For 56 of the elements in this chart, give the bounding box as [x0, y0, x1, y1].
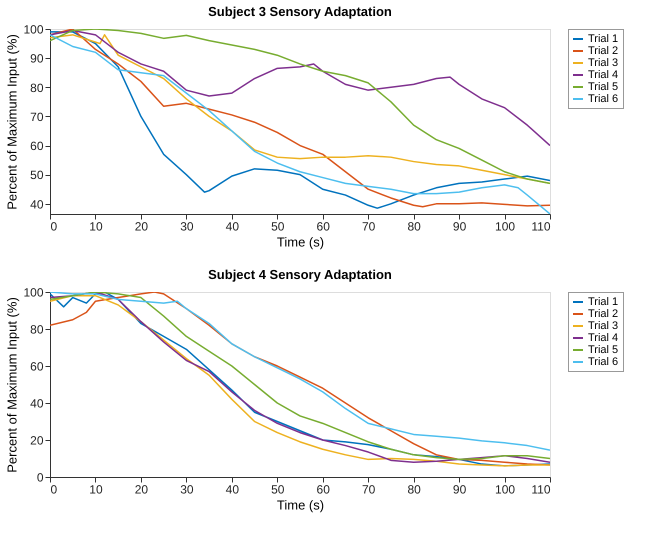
- x-tick-label: 40: [226, 482, 240, 496]
- legend-label: Trial 6: [588, 356, 618, 368]
- chart-title: Subject 4 Sensory Adaptation: [208, 267, 392, 282]
- y-tick-label: 70: [30, 110, 44, 124]
- x-tick-label: 50: [271, 482, 285, 496]
- x-tick-label: 90: [452, 482, 467, 496]
- legend-label: Trial 5: [588, 81, 618, 93]
- y-tick-label: 100: [23, 22, 44, 36]
- x-tick-label: 20: [134, 482, 148, 496]
- y-tick-label: 40: [30, 197, 44, 212]
- x-tick-label: 100: [495, 220, 516, 234]
- x-tick-label: 30: [180, 482, 194, 496]
- x-tick-label: 10: [89, 220, 103, 234]
- x-tick-label: 80: [407, 220, 422, 234]
- legend-label: Trial 2: [588, 308, 618, 320]
- x-axis-title: Time (s): [276, 234, 324, 250]
- y-tick-label: 80: [30, 80, 44, 95]
- x-tick-label: 40: [226, 220, 240, 234]
- x-tick-label: 60: [316, 482, 330, 496]
- x-tick-label: 10: [89, 482, 103, 496]
- x-tick-label: 30: [180, 220, 194, 234]
- y-axis-title: Percent of Maximum Input (%): [4, 297, 20, 473]
- y-tick-label: 50: [30, 168, 44, 182]
- legend-label: Trial 3: [588, 320, 618, 332]
- legend-label: Trial 2: [588, 45, 618, 57]
- x-tick-label: 90: [452, 220, 467, 234]
- x-tick-label: 110: [531, 220, 551, 234]
- x-axis-title: Time (s): [276, 498, 324, 512]
- x-tick-label: 20: [134, 220, 148, 234]
- legend-label: Trial 1: [588, 33, 618, 45]
- x-tick-label: 80: [407, 482, 422, 496]
- legend-label: Trial 4: [588, 69, 618, 81]
- x-tick-label: 100: [495, 482, 516, 496]
- line-series: [50, 30, 550, 146]
- chart-title: Subject 3 Sensory Adaptation: [208, 4, 392, 19]
- legend-label: Trial 3: [588, 57, 618, 69]
- x-tick-label: 70: [362, 482, 376, 496]
- legend-label: Trial 6: [588, 93, 618, 105]
- legend-label: Trial 5: [588, 344, 618, 356]
- x-tick-label: 110: [531, 482, 551, 496]
- x-tick-label: 50: [271, 220, 285, 234]
- y-tick-label: 90: [30, 52, 44, 66]
- x-tick-label: 60: [316, 220, 330, 234]
- y-tick-label: 60: [30, 139, 44, 154]
- x-tick-label: 0: [50, 482, 58, 496]
- x-tick-label: 70: [362, 220, 376, 234]
- y-tick-label: 40: [30, 396, 44, 410]
- legend-label: Trial 1: [588, 296, 618, 308]
- legend-label: Trial 4: [588, 332, 618, 344]
- y-axis-title: Percent of Maximum Input (%): [4, 34, 20, 210]
- x-tick-label: 0: [50, 220, 58, 234]
- y-tick-label: 0: [36, 470, 44, 484]
- y-tick-label: 80: [30, 322, 44, 336]
- y-tick-label: 60: [30, 360, 44, 374]
- y-tick-label: 20: [30, 434, 44, 448]
- y-tick-label: 100: [23, 286, 44, 300]
